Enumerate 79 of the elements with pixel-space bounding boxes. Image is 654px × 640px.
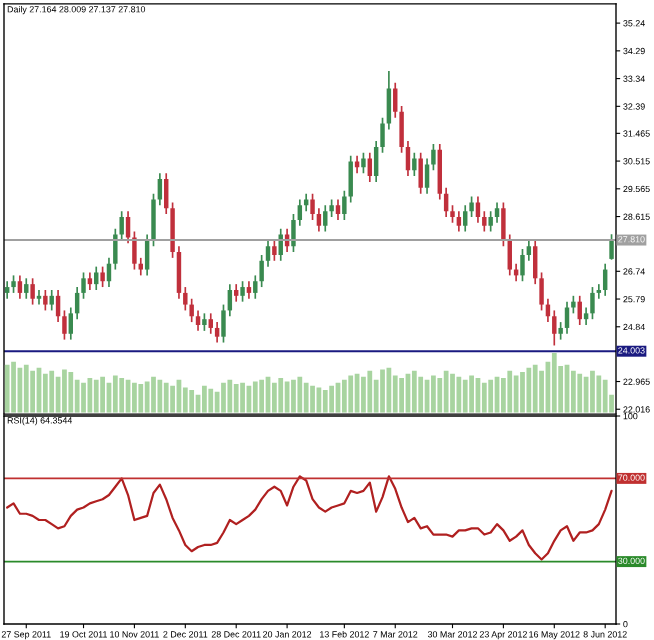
bar — [68, 371, 74, 413]
bar — [532, 364, 538, 413]
bar — [278, 377, 284, 413]
bar — [138, 383, 144, 413]
bar — [214, 391, 220, 413]
bar — [81, 382, 86, 413]
bar — [132, 382, 137, 413]
bar — [252, 381, 258, 413]
bar — [62, 369, 67, 413]
bar — [367, 370, 373, 413]
bar — [310, 385, 315, 413]
candlestick — [272, 239, 277, 262]
bar — [259, 379, 265, 413]
bar — [30, 370, 36, 413]
bar — [240, 382, 245, 413]
bar — [443, 370, 449, 413]
bar — [189, 389, 195, 413]
bar — [233, 383, 239, 413]
bar — [93, 379, 99, 413]
bar — [348, 375, 354, 413]
bar — [456, 376, 462, 413]
bar — [539, 370, 544, 413]
bar — [163, 382, 169, 413]
bar — [297, 376, 303, 413]
bar — [462, 379, 468, 413]
bar — [11, 361, 16, 413]
bar — [596, 375, 602, 413]
bar — [361, 376, 366, 413]
bar — [520, 371, 525, 413]
bar — [341, 379, 347, 413]
bar — [551, 352, 557, 413]
bar — [450, 373, 455, 413]
bar — [303, 382, 309, 413]
bar — [221, 382, 226, 413]
bar — [469, 375, 474, 413]
bar — [570, 370, 576, 413]
bar — [4, 364, 10, 413]
bar — [329, 385, 335, 413]
bar — [100, 376, 105, 413]
bar — [386, 367, 392, 413]
bar — [488, 379, 494, 413]
bar — [23, 364, 29, 413]
bar — [49, 370, 55, 413]
bar — [418, 376, 424, 413]
bar — [526, 367, 532, 413]
candlestick — [100, 265, 105, 288]
bar — [42, 373, 48, 413]
bar — [501, 377, 506, 413]
candlestick — [240, 280, 245, 303]
bar — [507, 370, 513, 413]
bar — [602, 379, 608, 413]
bar — [291, 379, 296, 413]
bar — [513, 375, 519, 413]
bar — [112, 375, 118, 413]
candlestick — [43, 289, 48, 312]
bar — [119, 377, 125, 413]
bar — [144, 381, 150, 413]
bar — [74, 379, 80, 413]
bar — [380, 369, 385, 413]
bar — [577, 373, 583, 413]
bar — [271, 382, 277, 413]
bar — [392, 375, 398, 413]
bar — [182, 387, 188, 413]
line-series — [6, 475, 613, 561]
bar — [590, 370, 595, 413]
bar — [431, 375, 436, 413]
bar — [202, 385, 207, 413]
bar — [87, 377, 93, 413]
bar — [157, 379, 163, 413]
bar — [437, 377, 443, 413]
bar — [481, 382, 487, 413]
bar — [411, 370, 417, 413]
bar — [322, 389, 328, 413]
bar — [227, 379, 233, 413]
candlestick — [30, 277, 35, 306]
bar — [170, 385, 175, 413]
bar — [151, 376, 156, 413]
bar — [399, 377, 404, 413]
bar — [208, 388, 214, 413]
